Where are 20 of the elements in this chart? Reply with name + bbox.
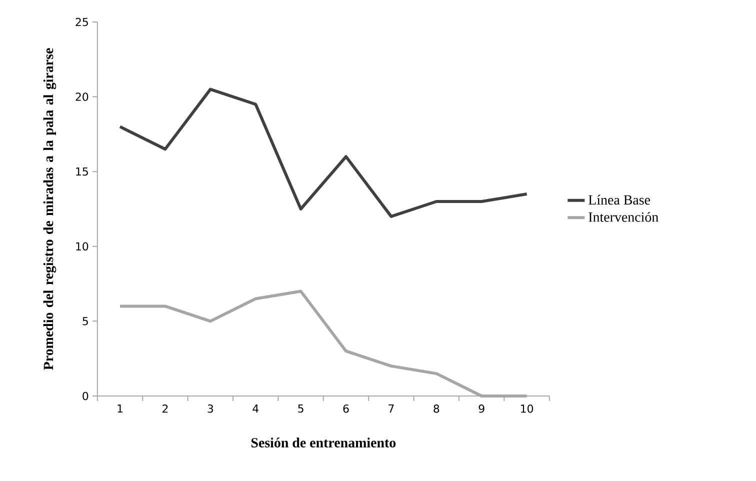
y-tick-label: 10 bbox=[76, 242, 88, 251]
y-tick-label: 5 bbox=[82, 317, 88, 326]
x-tick-label: 10 bbox=[521, 404, 534, 413]
y-tick-label: 15 bbox=[76, 168, 88, 176]
x-tick-label: 1 bbox=[118, 404, 122, 412]
x-tick-label: 7 bbox=[388, 404, 394, 412]
x-tick-label: 9 bbox=[478, 404, 484, 413]
x-axis-title: Sesión de entrenamiento bbox=[251, 438, 396, 448]
x-tick-label: 3 bbox=[208, 404, 214, 413]
legend-label: Línea Base bbox=[588, 194, 650, 205]
x-tick-label: 4 bbox=[252, 404, 258, 412]
y-tick-label: 20 bbox=[76, 92, 88, 101]
x-tick-label: 2 bbox=[162, 404, 168, 413]
y-tick-label: 25 bbox=[76, 18, 88, 26]
x-tick-label: 6 bbox=[343, 404, 349, 413]
x-tick-label: 8 bbox=[434, 404, 440, 413]
x-tick-label: 5 bbox=[298, 404, 304, 413]
y-tick-label: 0 bbox=[82, 392, 88, 400]
legend-label: Intervención bbox=[588, 212, 658, 222]
y-axis-title: Promedio del registro de miradas a la pala al girarse bbox=[43, 48, 56, 370]
